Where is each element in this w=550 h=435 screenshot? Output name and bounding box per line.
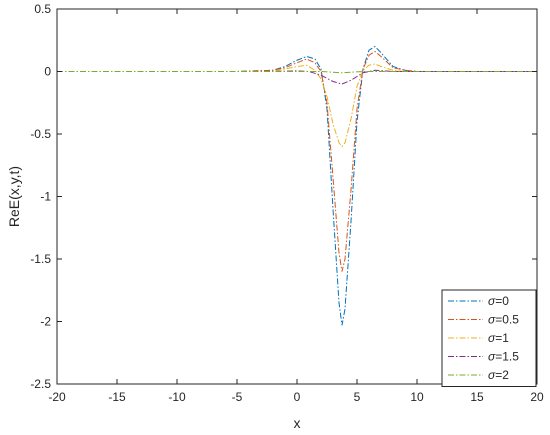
legend-label-1: σ=0.5 [488, 313, 519, 327]
y-axis-label: ReE(x,y,t) [6, 166, 22, 227]
y-tick-label-1: 0 [44, 65, 51, 79]
series-line-2 [57, 63, 537, 148]
legend-sigma-symbol-0: σ [488, 294, 496, 308]
legend: σ=0σ=0.5σ=1σ=1.5σ=2 [441, 289, 537, 387]
legend-value-1: =0.5 [495, 313, 519, 327]
legend-sigma-symbol-2: σ [488, 331, 496, 345]
legend-sigma-symbol-4: σ [488, 368, 496, 382]
x-tick-label-5: 5 [354, 390, 361, 404]
legend-value-3: =1.5 [495, 350, 519, 364]
x-tick-label-0: -20 [48, 390, 66, 404]
y-tick-label-4: -1.5 [30, 252, 51, 266]
x-tick-label-6: 10 [410, 390, 424, 404]
x-tick-label-2: -10 [168, 390, 186, 404]
legend-sigma-symbol-3: σ [488, 350, 496, 364]
x-tick-label-3: -5 [232, 390, 243, 404]
y-tick-label-0: 0.5 [34, 2, 51, 16]
ticks-layer: -20 -15 -10 -5 0 5 10 15 20 0.5 0 -0.5 -1 -1.5 -2 -2.5 [30, 2, 544, 404]
x-axis-label: x [294, 415, 301, 431]
legend-box [441, 289, 537, 387]
y-tick-label-3: -1 [40, 190, 51, 204]
legend-value-4: =2 [495, 368, 509, 382]
series-line-3 [57, 69, 537, 85]
x-tick-label-7: 15 [470, 390, 484, 404]
legend-label-0: σ=0 [488, 294, 509, 308]
legend-label-3: σ=1.5 [488, 350, 519, 364]
y-tick-label-6: -2.5 [30, 377, 51, 391]
x-tick-label-4: 0 [294, 390, 301, 404]
y-tick-label-2: -0.5 [30, 127, 51, 141]
series-line-1 [57, 50, 537, 272]
legend-label-2: σ=1 [488, 331, 509, 345]
series-layer [57, 45, 537, 326]
x-tick-label-8: 20 [530, 390, 544, 404]
legend-value-2: =1 [495, 331, 509, 345]
y-tick-label-5: -2 [40, 315, 51, 329]
series-line-4 [57, 71, 537, 74]
legend-sigma-symbol-1: σ [488, 313, 496, 327]
legend-label-4: σ=2 [488, 368, 509, 382]
series-line-0 [57, 45, 537, 326]
x-tick-label-1: -15 [108, 390, 126, 404]
legend-value-0: =0 [495, 294, 509, 308]
